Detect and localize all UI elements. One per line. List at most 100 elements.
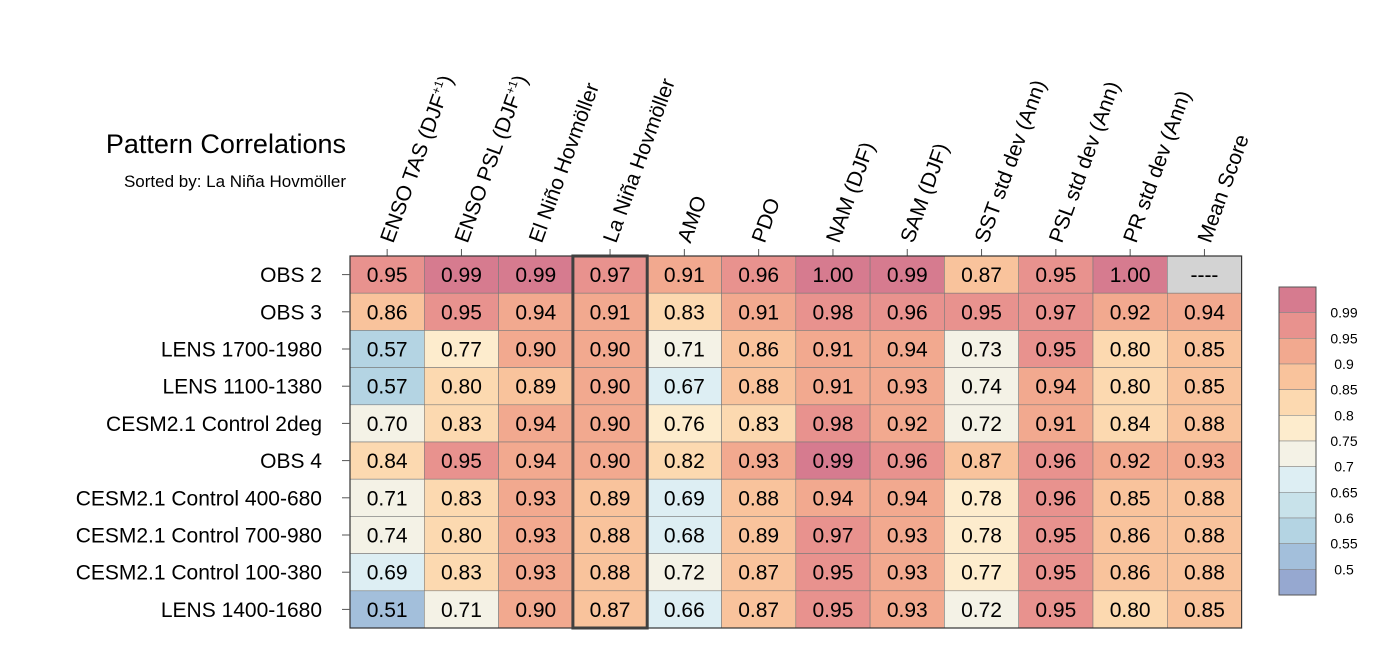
heatmap-cell [423, 367, 499, 406]
cell-value-label: 0.84 [1110, 413, 1151, 436]
heatmap-cell [944, 553, 1020, 592]
cell-value-label: 0.94 [887, 487, 928, 510]
cell-value-label: 0.83 [441, 413, 482, 436]
row-label: LENS 1700-1980 [161, 339, 322, 362]
cell-value-label: 0.66 [664, 599, 705, 622]
heatmap-cell [423, 330, 499, 368]
column-header: El Niño Hovmöller [525, 80, 604, 246]
cell-value-label: 0.68 [664, 525, 705, 548]
chart-subtitle: Sorted by: La Niña Hovmöller [124, 172, 346, 191]
column-header: SAM (DJF) [896, 140, 953, 245]
cell-value-label: 0.87 [738, 562, 779, 585]
heatmap-grid: 0.95 0.99 0.99 0.97 0.91 0.96 1.00 0.99 0.87 0.95… [349, 254, 1243, 630]
cell-value-label: 0.92 [1110, 450, 1151, 473]
heatmap-cell [795, 292, 871, 331]
heatmap-cell [572, 404, 648, 443]
cell-value-label: 0.97 [590, 264, 631, 287]
heatmap-cell [869, 516, 945, 554]
heatmap-cell [721, 478, 797, 517]
colorbar-tick-label: 0.5 [1334, 561, 1354, 577]
row-label: LENS 1400-1680 [161, 599, 322, 622]
cell-value-label: 0.83 [738, 413, 779, 436]
heatmap-cell [1018, 590, 1094, 629]
cell-value-label: 0.87 [961, 450, 1002, 473]
cell-value-label: 0.96 [1035, 487, 1076, 510]
cell-value-label: 0.95 [441, 450, 482, 473]
heatmap-cell [423, 590, 499, 629]
cell-value-label: 0.72 [961, 599, 1002, 622]
cell-value-label: 0.78 [961, 487, 1002, 510]
cell-value-label: 1.00 [813, 264, 854, 287]
colorbar-tick-label: 0.7 [1334, 459, 1354, 475]
cell-value-label: 0.93 [515, 487, 556, 510]
cell-value-label: 0.87 [738, 599, 779, 622]
cell-value-label: 0.78 [961, 525, 1002, 548]
cell-value-label: 0.96 [738, 264, 779, 287]
heatmap-cell [944, 255, 1020, 294]
cell-value-label: 0.93 [887, 599, 928, 622]
column-header: PSL std dev (Ann) [1045, 78, 1125, 245]
cell-value-label: 0.95 [367, 264, 408, 287]
cell-value-label: 0.92 [1110, 301, 1151, 324]
column-header-text: El Niño Hovmöller [525, 80, 604, 246]
heatmap-cell [795, 330, 871, 368]
cell-value-label: 0.95 [961, 301, 1002, 324]
heatmap-cell [498, 590, 574, 629]
heatmap-cell [795, 255, 871, 294]
heatmap-cell [1092, 367, 1168, 406]
cell-value-label: 0.84 [367, 450, 408, 473]
heatmap-cell [1167, 516, 1242, 554]
cell-value-label: 0.83 [664, 301, 705, 324]
heatmap-cell [1092, 553, 1168, 592]
cell-value-label: 0.96 [887, 301, 928, 324]
heatmap-cell [721, 590, 797, 629]
cell-value-label: 0.80 [441, 525, 482, 548]
cell-value-label: 0.93 [887, 376, 928, 399]
column-header-text: PSL std dev (Ann) [1045, 78, 1125, 245]
cell-value-label: 0.72 [961, 413, 1002, 436]
row-label: CESM2.1 Control 700-980 [76, 525, 322, 548]
cell-value-label: 0.90 [590, 413, 631, 436]
cell-value-label: 0.98 [813, 301, 854, 324]
cell-value-label: 0.86 [1110, 525, 1151, 548]
heatmap-cell [1167, 553, 1242, 592]
cell-value-label: 0.95 [441, 301, 482, 324]
heatmap-cell [944, 441, 1020, 480]
column-headers: ENSO TAS (DJF+1)ENSO PSL (DJF+1)El Niño … [376, 72, 1254, 256]
heatmap-cell [1167, 404, 1242, 443]
heatmap-cell [498, 330, 574, 368]
cell-value-label: 0.88 [590, 525, 631, 548]
cell-value-label: 0.99 [515, 264, 556, 287]
column-header-text: SST std dev (Ann) [971, 77, 1051, 246]
grid-border [349, 255, 1243, 629]
cell-value-label: 0.82 [664, 450, 705, 473]
heatmap-cell [795, 478, 871, 517]
cell-value-label: 0.51 [367, 599, 408, 622]
cell-value-label: 0.94 [515, 450, 556, 473]
cell-value-label: 0.88 [1184, 525, 1225, 548]
heatmap-cell [721, 292, 797, 331]
colorbar-swatch [1278, 312, 1317, 339]
cell-value-label: 0.98 [813, 413, 854, 436]
cell-value-label: 0.86 [1110, 562, 1151, 585]
colorbar-swatch [1278, 440, 1317, 467]
heatmap-cell [498, 516, 574, 554]
heatmap-cell [1018, 553, 1094, 592]
heatmap-cell [1018, 478, 1094, 517]
column-header: NAM (DJF) [822, 139, 880, 246]
column-header-text: ENSO PSL (DJF [451, 92, 526, 246]
cell-value-label: 0.85 [1184, 339, 1225, 362]
cell-value-label: 0.89 [515, 376, 556, 399]
column-header-text: PR std dev (Ann) [1119, 88, 1195, 246]
cell-value-label: 0.94 [1184, 301, 1225, 324]
column-header-text: ENSO TAS (DJF [376, 92, 451, 246]
cell-value-label: 0.67 [664, 376, 705, 399]
cell-value-label: 0.91 [813, 339, 854, 362]
colorbar-border [1278, 286, 1317, 596]
colorbar-swatch [1278, 517, 1317, 544]
heatmap-cell [498, 553, 574, 592]
heatmap-cell [646, 292, 722, 331]
heatmap-cell [795, 553, 871, 592]
cell-value-label: 0.90 [515, 599, 556, 622]
